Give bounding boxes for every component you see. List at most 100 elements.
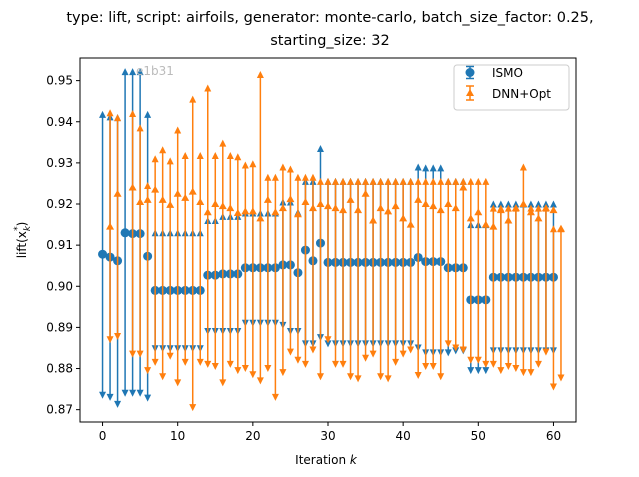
dnn-opt-lower-limit-marker xyxy=(557,374,565,382)
y-axis: 0.87 0.88 0.89 0.90 0.91 0.92 0.93 0.94 0.95 xyxy=(46,74,80,417)
dnn-opt-point xyxy=(173,189,182,197)
dnn-opt-upper-limit-marker xyxy=(422,177,430,185)
dnn-opt-point xyxy=(218,202,227,210)
dnn-opt-point xyxy=(188,187,197,195)
dnn-opt-point xyxy=(421,200,430,208)
ismo-lower-limit-marker xyxy=(129,389,137,397)
dnn-opt-point xyxy=(526,208,535,216)
x-tick-label: 50 xyxy=(471,429,486,443)
y-tick-label: 0.93 xyxy=(46,156,73,170)
dnn-opt-lower-limit-marker xyxy=(256,377,264,385)
dnn-opt-upper-limit-marker xyxy=(444,177,452,185)
dnn-opt-upper-limit-marker xyxy=(264,173,272,181)
dnn-opt-lower-limit-marker xyxy=(527,369,535,377)
dnn-opt-upper-limit-marker xyxy=(174,126,182,134)
dnn-opt-point xyxy=(226,204,235,212)
legend-entry-dnn-opt: DNN+Opt xyxy=(466,85,551,101)
dnn-opt-point xyxy=(324,202,332,210)
dnn-opt-upper-limit-marker xyxy=(271,173,279,181)
dnn-opt-upper-limit-marker xyxy=(489,204,497,212)
ismo-upper-limit-marker xyxy=(99,110,107,118)
dnn-opt-point xyxy=(414,195,423,203)
dnn-opt-lower-limit-marker xyxy=(159,373,167,381)
dnn-opt-point xyxy=(376,204,385,212)
dnn-opt-upper-limit-marker xyxy=(392,177,400,185)
dnn-opt-lower-limit-marker xyxy=(166,352,174,360)
ismo-upper-limit-marker xyxy=(129,68,137,76)
dnn-opt-upper-limit-marker xyxy=(204,84,212,92)
ismo-upper-limit-marker xyxy=(549,200,557,208)
dnn-opt-point xyxy=(444,200,453,208)
y-tick-label: 0.89 xyxy=(46,320,73,334)
dnn-opt-lower-limit-marker xyxy=(301,360,309,368)
dnn-opt-point xyxy=(211,200,220,208)
ismo-upper-limit-marker xyxy=(144,110,152,118)
dnn-opt-point xyxy=(346,195,355,203)
ismo-upper-limit-marker xyxy=(542,200,550,208)
dnn-opt-upper-limit-marker xyxy=(151,155,159,163)
dnn-opt-point xyxy=(391,202,400,210)
dnn-opt-upper-limit-marker xyxy=(249,160,257,168)
dnn-opt-upper-limit-marker xyxy=(452,177,460,185)
dnn-opt-point xyxy=(481,220,490,228)
dnn-opt-upper-limit-marker xyxy=(332,177,340,185)
legend-box xyxy=(453,64,570,111)
ismo-upper-limit-marker xyxy=(534,200,542,208)
dnn-opt-lower-limit-marker xyxy=(196,358,204,366)
dnn-opt-point xyxy=(158,195,167,203)
dnn-opt-point xyxy=(436,206,445,214)
legend-ismo-label: ISMO xyxy=(492,66,523,80)
dnn-opt-lower-limit-marker xyxy=(279,369,287,377)
dnn-opt-lower-limit-marker xyxy=(211,362,219,370)
dnn-opt-upper-limit-marker xyxy=(159,146,167,154)
ismo-upper-limit-marker xyxy=(489,200,497,208)
legend-ismo-marker xyxy=(465,68,475,77)
dnn-opt-upper-limit-marker xyxy=(181,151,189,159)
dnn-opt-point xyxy=(233,209,242,217)
dnn-opt-upper-limit-marker xyxy=(354,177,362,185)
dnn-opt-point xyxy=(331,204,340,212)
dnn-opt-lower-limit-marker xyxy=(294,356,302,364)
dnn-opt-upper-limit-marker xyxy=(286,165,294,173)
chart-title-line1: type: lift, script: airfoils, generator:… xyxy=(66,10,593,26)
ismo-upper-limit-marker xyxy=(512,200,520,208)
dnn-opt-lower-limit-marker xyxy=(489,360,497,368)
legend-dnn-label: DNN+Opt xyxy=(492,87,551,101)
dnn-opt-upper-limit-marker xyxy=(309,173,317,181)
dnn-opt-point xyxy=(489,222,498,230)
dnn-opt-lower-limit-marker xyxy=(129,350,137,358)
y-tick-label: 0.90 xyxy=(46,279,73,293)
dnn-opt-point xyxy=(406,220,415,228)
dnn-opt-upper-limit-marker xyxy=(144,182,152,190)
dnn-opt-point xyxy=(556,224,565,232)
dnn-opt-upper-limit-marker xyxy=(414,177,422,185)
dnn-opt-lower-limit-marker xyxy=(151,358,159,366)
dnn-opt-upper-limit-marker xyxy=(369,177,377,185)
dnn-opt-upper-limit-marker xyxy=(114,114,122,122)
y-tick-label: 0.87 xyxy=(46,403,73,417)
dnn-opt-lower-limit-marker xyxy=(106,336,114,344)
dnn-opt-upper-limit-marker xyxy=(301,173,309,181)
dnn-opt-upper-limit-marker xyxy=(482,177,490,185)
dnn-opt-lower-limit-marker xyxy=(241,365,249,373)
dnn-opt-upper-limit-marker xyxy=(534,204,542,212)
dnn-opt-upper-limit-marker xyxy=(279,163,287,171)
dnn-opt-upper-limit-marker xyxy=(399,177,407,185)
dnn-opt-upper-limit-marker xyxy=(211,151,219,159)
dnn-opt-point xyxy=(496,206,505,214)
dnn-opt-point xyxy=(166,200,175,208)
plot-area xyxy=(98,68,565,412)
dnn-opt-point xyxy=(451,204,460,212)
dnn-opt-point xyxy=(541,204,550,212)
dnn-opt-lower-limit-marker xyxy=(332,360,340,368)
dnn-opt-upper-limit-marker xyxy=(219,139,227,147)
dnn-opt-point xyxy=(241,207,250,215)
dnn-opt-point xyxy=(286,195,295,203)
dnn-opt-point xyxy=(429,202,438,210)
ismo-lower-limit-marker xyxy=(324,340,332,348)
dnn-opt-upper-limit-marker xyxy=(519,163,527,171)
dnn-opt-point xyxy=(316,200,325,208)
dnn-opt-point xyxy=(248,207,257,215)
dnn-opt-upper-limit-marker xyxy=(459,177,467,185)
